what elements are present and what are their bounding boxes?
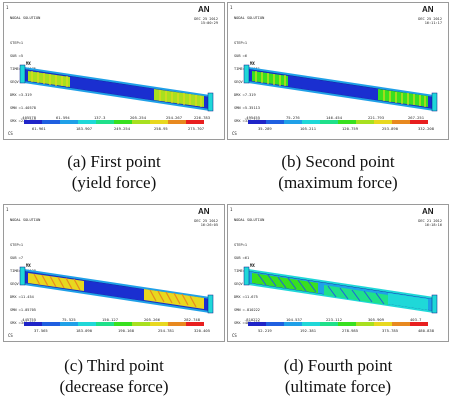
color-scale-bar [24, 120, 204, 124]
scale-labels-bottom: 37.565 183.090 190.168 254.781 320.405 [34, 328, 211, 333]
beam-contour [243, 64, 438, 112]
caption-fourth-point: (d) Fourth point (ultimate force) [283, 356, 393, 396]
scale-band [150, 120, 168, 124]
contour-panel-second-point: 1 NODAL SOLUTION STEP=1 SUB =6 TIME=.846… [227, 2, 449, 140]
scale-band [392, 120, 410, 124]
scale-band [302, 322, 320, 326]
window-number: 1 [230, 5, 233, 10]
color-scale-bar [248, 120, 428, 124]
scale-band [24, 322, 42, 326]
ansys-logo-icon: AN [198, 5, 210, 13]
scale-band [302, 120, 320, 124]
max-marker: MX [250, 263, 255, 268]
scale-band [60, 322, 78, 326]
scale-band [186, 322, 204, 326]
timestamp: DEC 21 2012 16:18:16 [418, 219, 442, 228]
scale-band [392, 322, 410, 326]
max-marker: MX [250, 61, 255, 66]
contour-panel-third-point: 1 NODAL SOLUTION STEP=1 SUB =7 TIME=.985… [3, 204, 225, 342]
ansys-logo-icon: AN [422, 5, 434, 13]
ansys-logo-icon: AN [422, 207, 434, 215]
scale-band [338, 120, 356, 124]
beam-contour [243, 266, 438, 314]
contour-panel-fourth-point: 1 NODAL SOLUTION STEP=1 SUB =61 TIME=1 S… [227, 204, 449, 342]
scale-labels-bottom: 61.961 183.907 249.254 258.95 275.707 [32, 126, 205, 131]
scale-band [374, 120, 392, 124]
svg-text:AN: AN [198, 5, 210, 13]
scale-band [374, 322, 392, 326]
scale-band [168, 120, 186, 124]
timestamp: DEC 25 2012 15:00:29 [194, 17, 218, 26]
scale-band [114, 120, 132, 124]
caption-third-point: (c) Third point (decrease force) [59, 356, 169, 396]
scale-band [78, 120, 96, 124]
window-number: 1 [6, 5, 9, 10]
svg-text:AN: AN [422, 5, 434, 13]
scale-band [248, 120, 266, 124]
scale-band [284, 120, 302, 124]
max-marker: MX [26, 263, 31, 268]
scale-labels-bottom: 52.219 192.381 278.985 375.785 480.838 [258, 328, 435, 333]
beam-contour [19, 266, 214, 314]
scale-band [96, 120, 114, 124]
scale-band [410, 120, 428, 124]
scale-band [266, 322, 284, 326]
caption-second-point: (b) Second point (maximum force) [278, 152, 398, 192]
scale-band [114, 322, 132, 326]
scale-labels-bottom: 35.289 105.211 120.759 253.890 332.208 [258, 126, 435, 131]
scale-band [266, 120, 284, 124]
caption-first-point: (a) First point (yield force) [67, 152, 161, 192]
timestamp: DEC 25 2012 16:11:17 [418, 17, 442, 26]
scale-band [150, 322, 168, 326]
scale-band [320, 120, 338, 124]
scale-band [338, 322, 356, 326]
coordinate-system-label: CS [8, 333, 13, 338]
scale-band [356, 322, 374, 326]
scale-band [24, 120, 42, 124]
scale-band [248, 322, 266, 326]
scale-band [186, 120, 204, 124]
window-number: 1 [230, 207, 233, 212]
scale-band [132, 322, 150, 326]
scale-band [284, 322, 302, 326]
timestamp: DEC 25 2012 16:26:05 [194, 219, 218, 228]
scale-labels-top: .445755 75.525 150.127 205.266 282.748 [20, 317, 201, 322]
scale-band [60, 120, 78, 124]
scale-labels-top: .405578 61.594 137.3 205.254 254.267 226… [20, 115, 211, 120]
scale-band [42, 322, 60, 326]
max-marker: MX [26, 61, 31, 66]
ansys-logo-icon: AN [198, 207, 210, 215]
coordinate-system-label: CS [232, 131, 237, 136]
window-number: 1 [6, 207, 9, 212]
scale-band [42, 120, 60, 124]
scale-band [168, 322, 186, 326]
scale-labels-top: .495455 75.276 146.454 221.793 267.251 [244, 115, 425, 120]
coordinate-system-label: CS [232, 333, 237, 338]
scale-band [96, 322, 114, 326]
svg-text:AN: AN [422, 207, 434, 215]
scale-band [356, 120, 374, 124]
svg-text:AN: AN [198, 207, 210, 215]
scale-band [132, 120, 150, 124]
scale-band [410, 322, 428, 326]
color-scale-bar [24, 322, 204, 326]
color-scale-bar [248, 322, 428, 326]
beam-contour [19, 64, 214, 112]
scale-band [320, 322, 338, 326]
scale-labels-top: .810222 104.537 223.112 305.909 403.7 [244, 317, 422, 322]
scale-band [78, 322, 96, 326]
coordinate-system-label: CS [8, 131, 13, 136]
contour-panel-first-point: 1 NODAL SOLUTION STEP=1 SUB =5 TIME=.476… [3, 2, 225, 140]
